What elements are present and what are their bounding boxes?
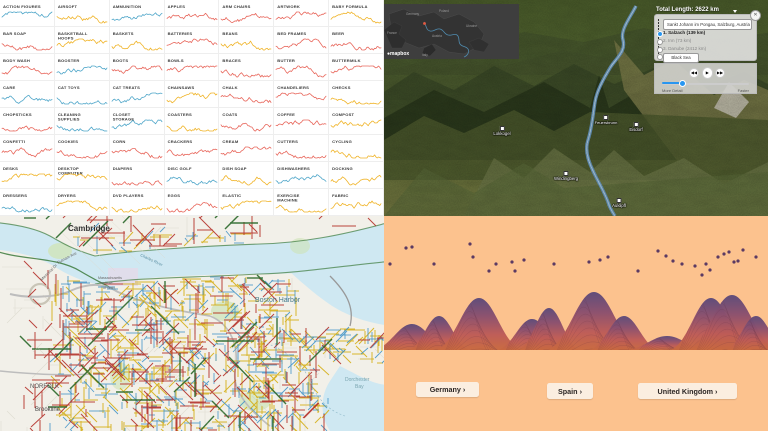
svg-text:Poland: Poland [439, 9, 449, 13]
svg-text:Boston Harbor: Boston Harbor [255, 297, 301, 304]
svg-text:Institute: Institute [100, 281, 113, 285]
svg-text:France: France [387, 31, 397, 35]
svg-text:Ukraine: Ukraine [466, 24, 477, 28]
svg-text:Austria: Austria [432, 34, 442, 38]
svg-text:Massachusetts: Massachusetts [98, 276, 122, 280]
svg-text:Germany: Germany [406, 12, 420, 16]
svg-text:NORFOLK: NORFOLK [30, 384, 59, 390]
svg-text:of Tech.: of Tech. [103, 286, 116, 290]
svg-text:Italy: Italy [422, 53, 428, 57]
svg-text:Cambridge: Cambridge [68, 224, 110, 233]
svg-text:Bay: Bay [355, 384, 364, 390]
svg-text:Dorchester: Dorchester [345, 377, 370, 383]
svg-text:Brookline: Brookline [35, 407, 61, 413]
